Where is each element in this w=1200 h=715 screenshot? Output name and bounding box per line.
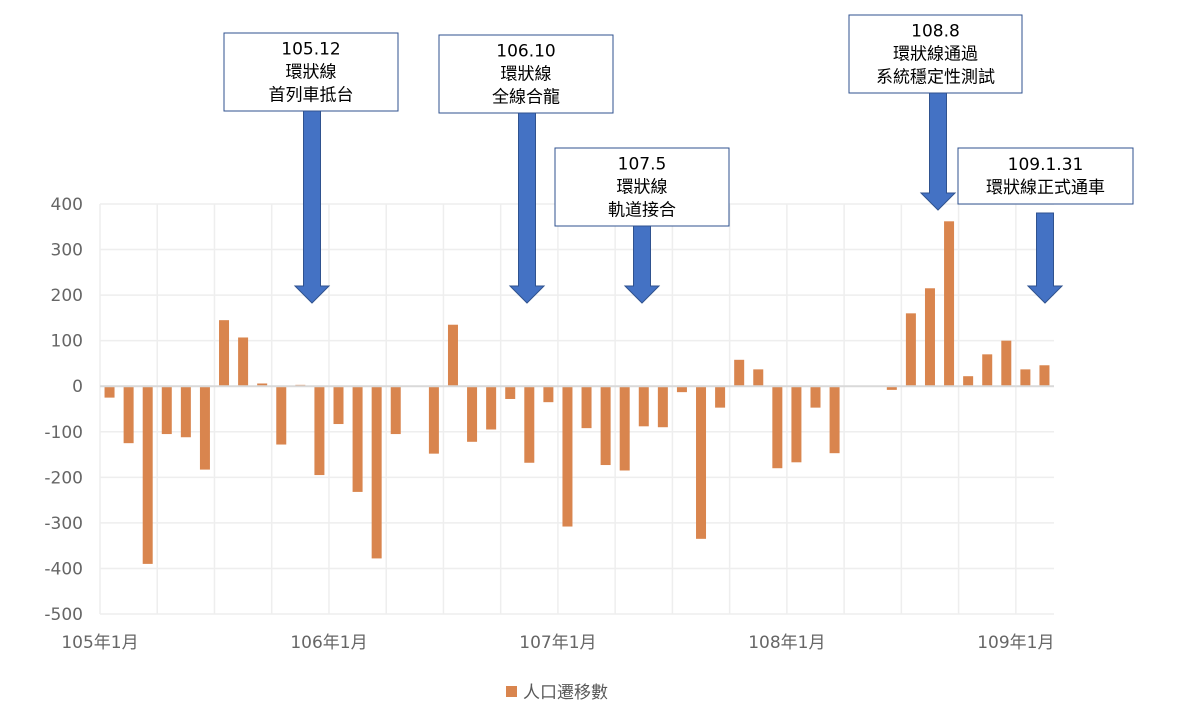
y-tick-label: 100: [51, 332, 83, 352]
annotation-line: 107.5: [618, 155, 667, 175]
bar: [963, 376, 974, 387]
y-tick-label: -400: [44, 559, 83, 579]
annotations: 105.12環狀線首列車抵台106.10環狀線全線合龍107.5環狀線軌道接合1…: [223, 14, 1134, 304]
annotation-line: 環狀線: [501, 65, 552, 85]
legend-label: 人口遷移數: [523, 683, 608, 703]
bar: [810, 386, 821, 408]
bar: [715, 386, 726, 408]
bars: [104, 221, 1050, 564]
annotation: 109.1.31 環狀線正式通車: [957, 147, 1134, 304]
x-tick-label: 107年1月: [519, 633, 596, 653]
bar: [734, 359, 745, 387]
annotation-line: 首列車抵台: [269, 86, 354, 106]
x-tick-label: 106年1月: [290, 633, 367, 653]
legend: 人口遷移數: [506, 683, 608, 703]
x-tick-label: 108年1月: [748, 633, 825, 653]
bar: [905, 313, 916, 387]
bar: [1020, 369, 1031, 387]
bar: [238, 337, 249, 387]
annotation-box: [223, 32, 399, 112]
annotation-line: 環狀線: [286, 63, 337, 83]
bar: [123, 386, 134, 444]
bar: [1001, 340, 1012, 387]
bar: [886, 386, 897, 390]
down-arrow: [1026, 212, 1064, 304]
bar: [352, 386, 363, 492]
y-tick-label: -200: [44, 468, 83, 488]
annotation-line: 環狀線正式通車: [986, 178, 1105, 198]
annotation-line: 環狀線通過: [893, 45, 978, 65]
bar: [314, 386, 325, 476]
bar: [371, 386, 382, 559]
annotation-box: [957, 147, 1134, 205]
bar: [638, 386, 649, 427]
annotation-box: [554, 147, 730, 227]
bar: [1039, 365, 1050, 387]
y-tick-label: -500: [44, 605, 83, 625]
y-tick-label: 0: [72, 377, 83, 397]
bar: [581, 386, 592, 429]
bar: [676, 386, 687, 393]
bar: [829, 386, 840, 454]
bar: [161, 386, 172, 435]
bar: [505, 386, 516, 399]
y-tick-label: -100: [44, 423, 83, 443]
bar: [428, 386, 439, 454]
legend-swatch: [506, 686, 517, 697]
y-tick-label: 200: [51, 286, 83, 306]
bar: [600, 386, 611, 466]
bar: [257, 383, 268, 387]
down-arrow: [919, 92, 957, 211]
y-tick-label: -300: [44, 514, 83, 534]
x-tick-label: 105年1月: [61, 633, 138, 653]
down-arrow: [623, 225, 661, 304]
y-tick-label: 300: [51, 241, 83, 261]
bar: [696, 386, 707, 539]
x-tick-label: 109年1月: [977, 633, 1054, 653]
annotation-line: 106.10: [496, 42, 555, 62]
bar: [753, 369, 764, 387]
bar: [142, 386, 153, 564]
bar: [924, 288, 935, 387]
bar: [219, 320, 230, 387]
bar: [104, 386, 115, 398]
bar: [982, 354, 993, 387]
bar: [524, 386, 535, 463]
annotation-box: [438, 34, 614, 114]
annotation-box: [848, 14, 1023, 94]
bar: [467, 386, 478, 442]
annotation-line: 全線合龍: [492, 88, 560, 108]
bar: [276, 386, 287, 445]
grid: [99, 203, 1054, 615]
annotation-line: 105.12: [281, 40, 340, 60]
down-arrow: [293, 110, 331, 304]
x-axis-ticks: 105年1月 106年1月 107年1月 108年1月 109年1月: [61, 633, 1054, 653]
bar: [390, 386, 401, 435]
bar: [657, 386, 668, 428]
bar: [772, 386, 783, 469]
bar: [199, 386, 210, 470]
annotation-line: 軌道接合: [608, 201, 676, 221]
annotation-line: 系統穩定性測試: [876, 68, 995, 88]
bar: [486, 386, 497, 430]
bar: [447, 324, 458, 387]
bar: [562, 386, 573, 527]
annotation-line: 環狀線: [617, 178, 668, 198]
bar: [333, 386, 344, 425]
y-axis-ticks: 400 300 200 100 0 -100 -200 -300 -400 -500: [44, 195, 83, 625]
annotation-line: 109.1.31: [1008, 155, 1084, 175]
bar: [543, 386, 554, 403]
y-tick-label: 400: [51, 195, 83, 215]
bar: [791, 386, 802, 463]
bar: [944, 221, 955, 387]
bar: [180, 386, 191, 438]
bar: [619, 386, 630, 471]
annotation-line: 108.8: [911, 22, 960, 42]
down-arrow: [508, 112, 546, 304]
